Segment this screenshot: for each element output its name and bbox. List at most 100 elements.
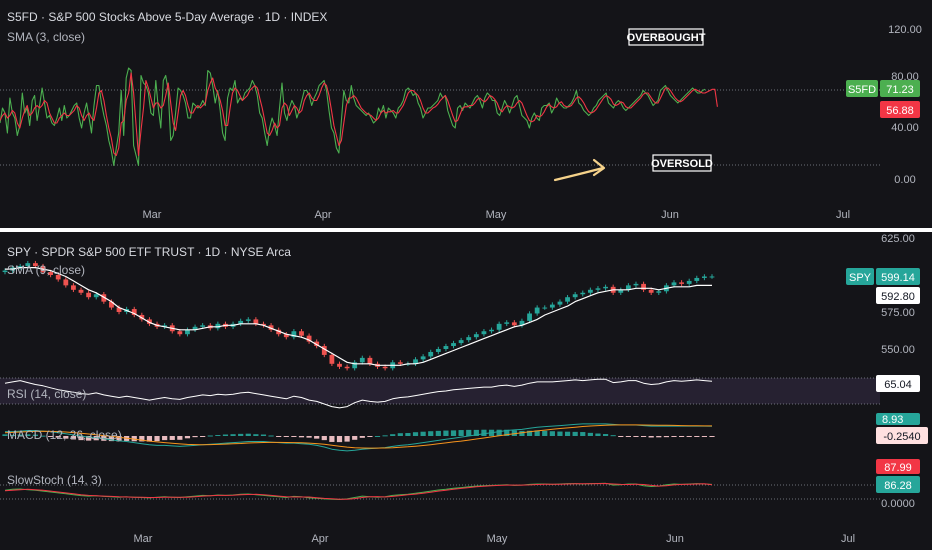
candle-body xyxy=(2,270,8,273)
macd-histogram-bar xyxy=(336,436,343,443)
macd-histogram-bar xyxy=(564,431,571,436)
overbought-annotation: OVERBOUGHT xyxy=(627,28,706,46)
stoch-d-line xyxy=(4,483,713,500)
candle-body xyxy=(519,320,525,326)
panel-divider[interactable] xyxy=(0,228,932,232)
macd-histogram-bar xyxy=(458,430,464,436)
macd-histogram-bar xyxy=(146,436,153,442)
macd-histogram-bar xyxy=(504,429,510,436)
top-y-tick: 120.00 xyxy=(888,24,922,36)
candle-body xyxy=(466,337,472,341)
macd-histogram-bar xyxy=(656,436,662,438)
candle-body xyxy=(268,325,274,330)
candle-body xyxy=(329,354,335,364)
macd-histogram-bar xyxy=(192,436,198,438)
candle-body xyxy=(557,301,563,305)
candle-body xyxy=(177,331,183,335)
x-label: Jun xyxy=(666,533,684,545)
candle-body xyxy=(299,331,304,336)
price-tick: 625.00 xyxy=(881,233,915,245)
macd-histogram-bar xyxy=(48,436,54,437)
candle-body xyxy=(451,343,456,347)
x-label: May xyxy=(487,533,508,545)
x-label: Jul xyxy=(841,533,855,545)
top-price-tag: S5FD 71.23 56.88 xyxy=(846,80,920,118)
candle-body xyxy=(33,263,38,267)
x-label: Mar xyxy=(143,209,162,221)
candle-body xyxy=(633,283,639,286)
candle-body xyxy=(63,279,69,286)
candle-body xyxy=(55,275,61,280)
price-tick: 550.00 xyxy=(881,344,915,356)
spy-tag-sma: 592.80 xyxy=(881,291,915,303)
candle-body xyxy=(580,292,586,295)
macd-histogram-bar xyxy=(154,436,160,442)
candle-body xyxy=(17,266,23,268)
macd-histogram-bar xyxy=(245,433,251,436)
rsi-label: RSI (14, close) xyxy=(7,387,86,401)
macd-line xyxy=(5,423,713,452)
macd-histogram-bar xyxy=(86,436,92,441)
candle-body xyxy=(185,329,190,335)
bottom-y-axis: 625.00 575.00 550.00 0.0000 xyxy=(881,233,915,510)
macd-histogram-bar xyxy=(519,430,525,436)
top-x-axis: Mar Apr May Jun Jul xyxy=(143,209,851,221)
macd-histogram-bar xyxy=(55,436,61,438)
macd-histogram-bar xyxy=(314,436,320,439)
candle-body xyxy=(709,276,715,278)
candle-body xyxy=(253,319,259,324)
macd-histogram-bar xyxy=(298,436,305,438)
macd-histogram-bar xyxy=(32,434,39,436)
macd-histogram-bar xyxy=(215,435,221,437)
macd-histogram-bar xyxy=(443,430,449,436)
sma-label: SMA (9, close) xyxy=(7,263,85,277)
macd-signal-line xyxy=(4,424,712,449)
spy-price-tag: SPY 599.14 592.80 xyxy=(846,268,920,304)
macd-histogram-bar xyxy=(694,436,700,437)
spy-tag-value: 599.14 xyxy=(881,272,915,284)
macd-histogram-bar xyxy=(534,430,540,436)
candle-body xyxy=(245,319,251,321)
rsi-tag: 65.04 xyxy=(876,375,920,392)
candle-body xyxy=(511,322,517,326)
macd-histogram-bar xyxy=(481,429,487,436)
macd-histogram-bar xyxy=(139,436,145,442)
candle-body xyxy=(496,323,502,330)
candle-body xyxy=(527,313,532,321)
candle-body xyxy=(321,346,327,355)
candle-body xyxy=(428,351,434,357)
candle-body xyxy=(542,307,548,309)
macd-histogram-bar xyxy=(526,430,533,436)
top-panel[interactable]: S5FD · S&P 500 Stocks Above 5-Day Averag… xyxy=(0,10,922,221)
top-sma-line xyxy=(0,72,718,157)
bottom-panel[interactable]: SPY · SPDR S&P 500 ETF TRUST · 1D · NYSE… xyxy=(0,233,928,545)
spy-tag-symbol: SPY xyxy=(849,272,872,284)
rsi-line xyxy=(4,378,713,409)
candle-body xyxy=(489,329,494,332)
candle-body xyxy=(116,307,122,312)
stoch-tick: 0.0000 xyxy=(881,498,915,510)
x-label: Mar xyxy=(134,533,153,545)
macd-histogram-bar xyxy=(116,436,122,442)
macd-histogram-bar xyxy=(17,434,23,436)
macd-histogram-bar xyxy=(238,433,244,436)
macd-histogram-bar xyxy=(169,436,175,440)
candle-body xyxy=(359,357,365,363)
top-y-tick: 0.00 xyxy=(894,174,915,186)
candle-body xyxy=(215,323,221,329)
macd-histogram-bar xyxy=(405,433,411,436)
macd-histogram-bar xyxy=(542,430,548,436)
x-label: Jun xyxy=(661,209,679,221)
macd-histogram-bar xyxy=(222,434,229,436)
stoch-tags: 87.99 86.28 xyxy=(876,459,920,493)
bottom-x-axis: Mar Apr May Jun Jul xyxy=(134,533,856,545)
macd-hist-tag: -0.2540 xyxy=(883,431,920,443)
candle-body xyxy=(481,331,487,335)
candle-body xyxy=(656,291,662,293)
candle-body xyxy=(701,276,707,278)
stoch-k-tag: 87.99 xyxy=(884,462,912,474)
macd-histogram-bar xyxy=(260,434,267,436)
macd-histogram-bar xyxy=(640,436,647,437)
